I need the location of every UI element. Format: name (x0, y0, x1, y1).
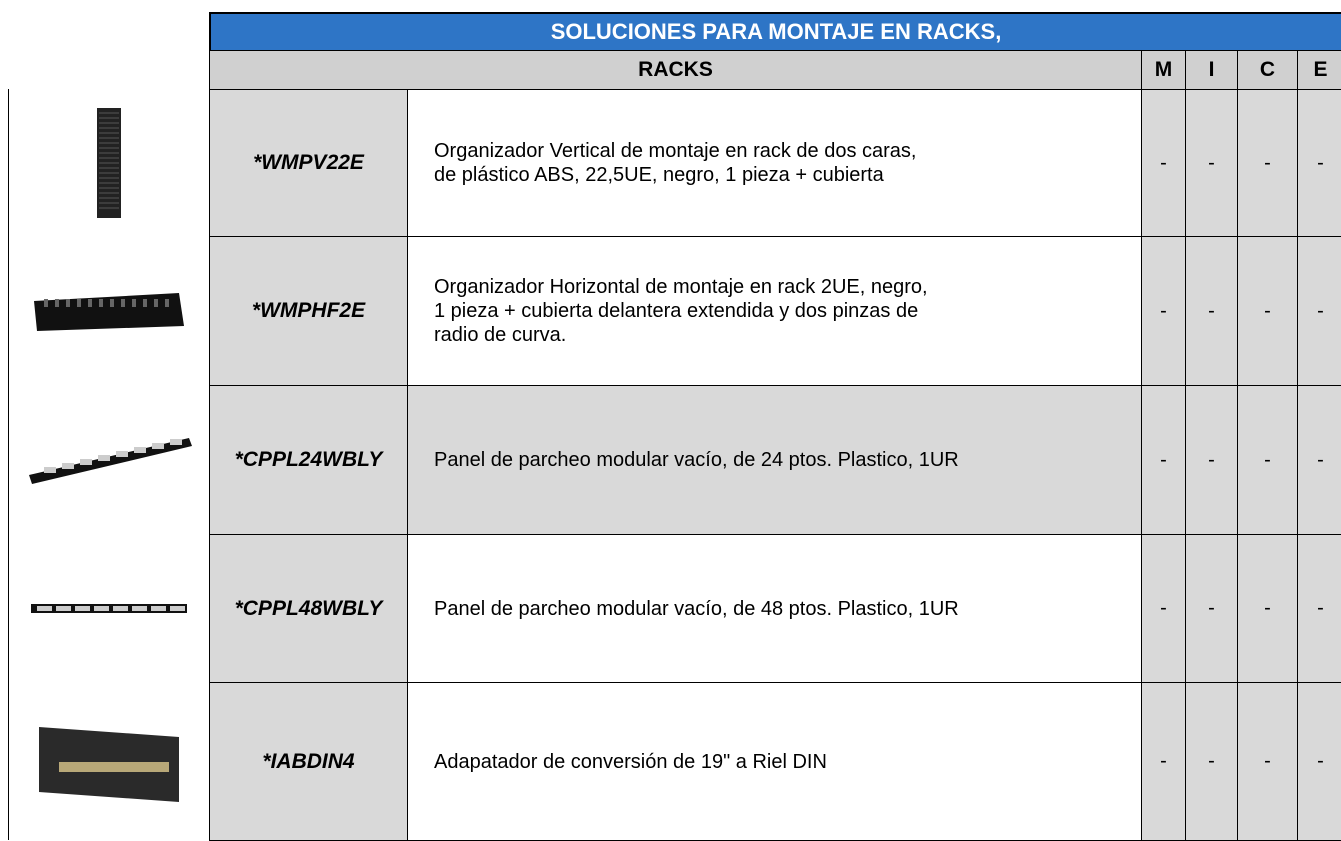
flag-cell: - (1237, 89, 1298, 237)
left-border (8, 89, 9, 840)
flag-cell: - (1297, 385, 1341, 535)
description-line: de plástico ABS, 22,5UE, negro, 1 pieza … (434, 164, 884, 186)
flag-cell: - (1141, 89, 1186, 237)
flag-cell: - (1297, 534, 1341, 683)
product-description: Panel de parcheo modular vacío, de 48 pt… (407, 534, 1142, 683)
column-header: M (1141, 50, 1186, 90)
flag-cell: - (1141, 534, 1186, 683)
product-description: Adapatador de conversión de 19" a Riel D… (407, 682, 1142, 841)
product-image (8, 534, 209, 683)
description-line: Panel de parcheo modular vacío, de 48 pt… (434, 597, 959, 620)
flag-cell: - (1141, 385, 1186, 535)
flag-cell: - (1297, 682, 1341, 841)
flag-cell: - (1185, 236, 1238, 386)
flag-cell: - (1185, 682, 1238, 841)
description-line: radio de curva. (434, 324, 567, 346)
description-line: 1 pieza + cubierta delantera extendida y… (434, 300, 919, 322)
product-code: *WMPV22E (209, 89, 408, 237)
flag-cell: - (1297, 89, 1341, 237)
flag-cell: - (1297, 236, 1341, 386)
description-line: Organizador Horizontal de montaje en rac… (434, 276, 928, 298)
description-line: Organizador Vertical de montaje en rack … (434, 140, 917, 162)
product-image (8, 385, 209, 535)
description-text: Panel de parcheo modular vacío, de 24 pt… (434, 448, 959, 472)
product-code: *CPPL48WBLY (209, 534, 408, 683)
product-code: *WMPHF2E (209, 236, 408, 386)
column-header: I (1185, 50, 1238, 90)
product-code: *IABDIN4 (209, 682, 408, 841)
description-line: Adapatador de conversión de 19" a Riel D… (434, 750, 827, 773)
flag-cell: - (1141, 236, 1186, 386)
flag-cell: - (1237, 236, 1298, 386)
description-text: Adapatador de conversión de 19" a Riel D… (434, 750, 827, 774)
product-image (8, 682, 209, 841)
product-description: Organizador Vertical de montaje en rack … (407, 89, 1142, 237)
product-code: *CPPL24WBLY (209, 385, 408, 535)
flag-cell: - (1141, 682, 1186, 841)
column-header: C (1237, 50, 1298, 90)
description-text: Organizador Horizontal de montaje en rac… (434, 275, 928, 347)
description-text: Organizador Vertical de montaje en rack … (434, 139, 916, 187)
description-text: Panel de parcheo modular vacío, de 48 pt… (434, 597, 959, 621)
flag-cell: - (1185, 385, 1238, 535)
column-header: E (1297, 50, 1341, 90)
flag-cell: - (1185, 534, 1238, 683)
product-description: Organizador Horizontal de montaje en rac… (407, 236, 1142, 386)
flag-cell: - (1237, 385, 1298, 535)
table-title: SOLUCIONES PARA MONTAJE EN RACKS, (209, 12, 1341, 52)
flag-cell: - (1185, 89, 1238, 237)
flag-cell: - (1237, 682, 1298, 841)
description-line: Panel de parcheo modular vacío, de 24 pt… (434, 449, 959, 471)
section-header: RACKS (209, 50, 1142, 90)
product-image (8, 89, 209, 237)
product-image (8, 236, 209, 386)
flag-cell: - (1237, 534, 1298, 683)
product-description: Panel de parcheo modular vacío, de 24 pt… (407, 385, 1142, 535)
